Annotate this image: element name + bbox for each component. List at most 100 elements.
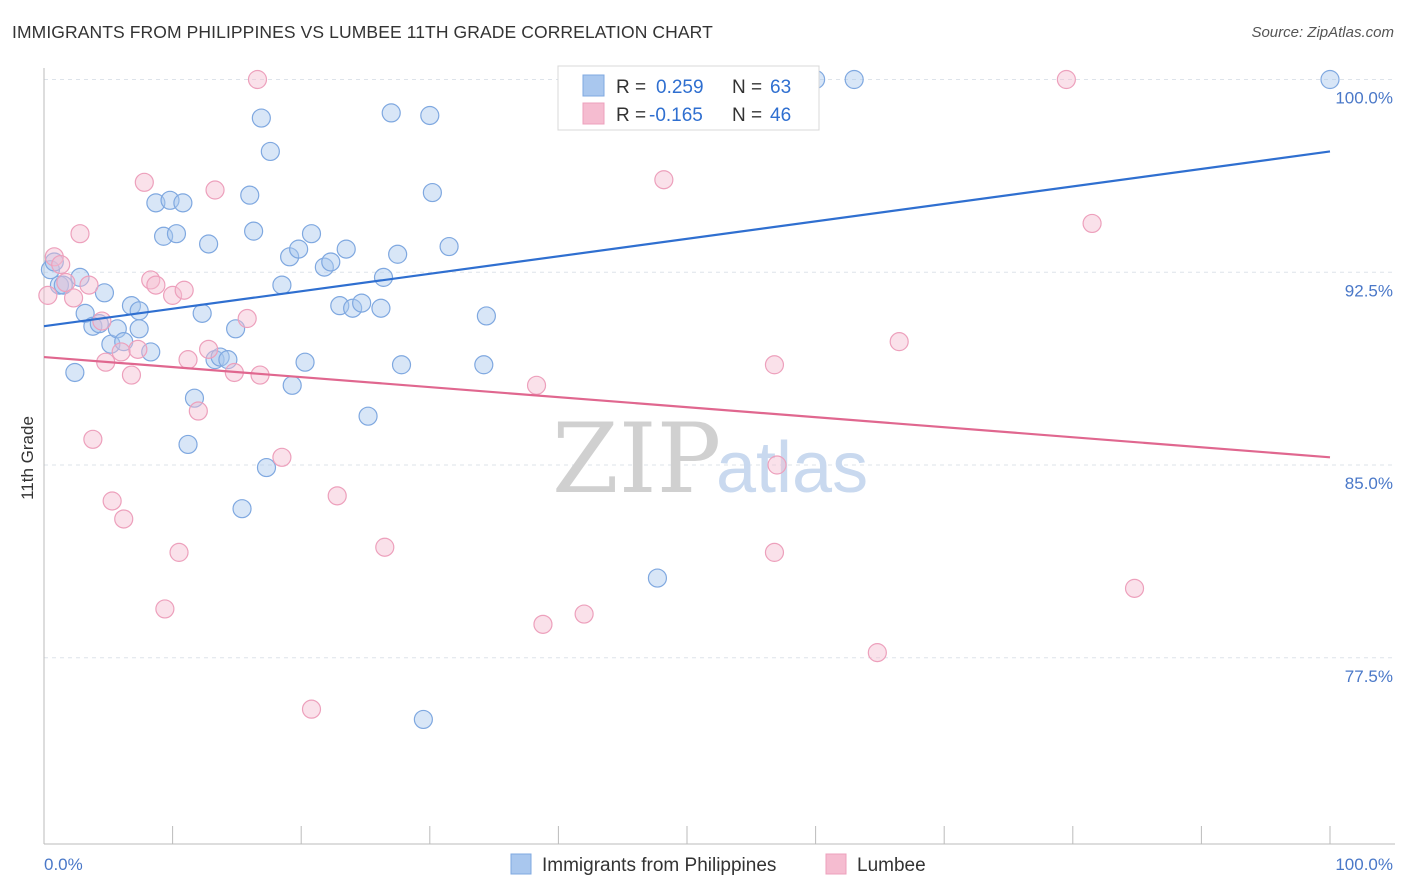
lumbee-point-31 xyxy=(301,699,322,719)
x-tick-label-max: 100.0% xyxy=(1335,855,1393,874)
lumbee-point-14 xyxy=(128,339,148,359)
philippines-point-58 xyxy=(474,355,494,375)
philippines-point-60 xyxy=(647,568,668,588)
philippines-point-49 xyxy=(371,298,391,318)
lumbee-point-16 xyxy=(141,270,161,290)
y-axis-title: 11th Grade xyxy=(18,416,37,500)
lumbee-point-12 xyxy=(114,509,134,529)
y-tick-labels: 77.5% 85.0% 92.5% 100.0% xyxy=(1335,89,1393,686)
lumbee-point-1 xyxy=(44,247,64,267)
lumbee-point-41 xyxy=(867,643,887,663)
lumbee-point-37 xyxy=(654,170,674,190)
legend-r-label-2: R = xyxy=(616,105,646,126)
philippines-point-48 xyxy=(358,406,378,426)
lumbee-point-0 xyxy=(38,285,58,305)
philippines-point-53 xyxy=(391,355,412,375)
watermark-zip: ZIP xyxy=(552,403,721,515)
philippines-point-63 xyxy=(1320,69,1340,90)
philippines-point-20 xyxy=(166,224,187,244)
trend-line-philippines xyxy=(43,150,1331,328)
philippines-point-43 xyxy=(321,252,341,272)
philippines-point-46 xyxy=(343,298,363,318)
lumbee-point-43 xyxy=(1056,69,1076,90)
philippines-point-32 xyxy=(244,221,264,241)
philippines-point-45 xyxy=(336,239,356,259)
lumbee-point-45 xyxy=(1124,578,1145,598)
bottom-legend-label-lumbee: Lumbee xyxy=(857,855,926,876)
philippines-point-9 xyxy=(94,283,115,303)
y-tick-label-1: 85.0% xyxy=(1345,474,1393,493)
philippines-point-33 xyxy=(251,108,271,128)
lumbee-point-40 xyxy=(767,455,787,475)
lumbee-point-22 xyxy=(178,350,198,370)
lumbee-point-25 xyxy=(205,180,225,200)
philippines-point-47 xyxy=(352,293,372,313)
philippines-point-27 xyxy=(210,347,230,367)
lumbee-point-42 xyxy=(889,332,909,352)
lumbee-point-23 xyxy=(188,401,208,421)
legend-n-value-2: 46 xyxy=(770,105,791,126)
y-tick-label-2: 92.5% xyxy=(1345,281,1393,300)
philippines-point-22 xyxy=(178,434,198,455)
series-philippines-points xyxy=(40,69,1340,730)
watermark-atlas: atlas xyxy=(716,428,868,508)
lumbee-point-44 xyxy=(1082,213,1102,234)
lumbee-point-15 xyxy=(134,172,154,192)
philippines-point-36 xyxy=(272,275,292,295)
axes xyxy=(43,68,1395,845)
lumbee-point-13 xyxy=(121,365,142,385)
lumbee-point-38 xyxy=(764,355,785,375)
lumbee-point-2 xyxy=(51,254,71,275)
lumbee-point-39 xyxy=(764,542,785,562)
lumbee-point-5 xyxy=(70,224,90,244)
philippines-point-25 xyxy=(199,234,219,254)
bottom-legend-swatch-lumbee xyxy=(825,853,847,875)
lumbee-point-6 xyxy=(79,275,99,295)
philippines-point-30 xyxy=(232,499,252,519)
lumbee-point-3 xyxy=(56,272,76,293)
y-tick-label-3: 100.0% xyxy=(1335,89,1393,108)
bottom-legend-swatch-philippines xyxy=(510,853,532,875)
philippines-point-52 xyxy=(388,244,408,264)
bottom-legend-label-philippines: Immigrants from Philippines xyxy=(542,855,776,876)
philippines-point-34 xyxy=(256,457,277,478)
lumbee-point-30 xyxy=(272,447,292,467)
philippines-point-50 xyxy=(373,267,394,287)
legend-n-label-2: N = xyxy=(732,105,762,126)
lumbee-point-27 xyxy=(237,308,257,329)
legend-n-label-1: N = xyxy=(732,77,762,98)
legend-r-value-2: -0.165 xyxy=(649,105,703,126)
legend-n-value-1: 63 xyxy=(770,77,791,98)
philippines-point-40 xyxy=(295,352,315,372)
y-tick-label-0: 77.5% xyxy=(1345,667,1393,686)
philippines-point-15 xyxy=(129,319,149,339)
trend-line-lumbee xyxy=(43,355,1331,459)
lumbee-point-4 xyxy=(63,288,84,308)
lumbee-point-10 xyxy=(102,491,122,511)
source-label: Source: ZipAtlas.com xyxy=(1251,24,1394,41)
philippines-point-51 xyxy=(381,103,401,123)
legend-r-label-1: R = xyxy=(616,77,646,98)
philippines-point-38 xyxy=(282,375,302,395)
philippines-point-3 xyxy=(53,275,73,295)
philippines-point-24 xyxy=(192,303,212,323)
philippines-point-35 xyxy=(260,141,280,162)
lumbee-point-36 xyxy=(574,604,594,624)
philippines-point-31 xyxy=(240,185,260,205)
lumbee-point-21 xyxy=(174,280,194,300)
philippines-point-4 xyxy=(65,362,85,383)
philippines-point-42 xyxy=(314,257,334,277)
lumbee-point-7 xyxy=(83,429,103,449)
lumbee-point-11 xyxy=(111,342,131,362)
philippines-point-55 xyxy=(420,105,440,126)
chart-title: IMMIGRANTS FROM PHILIPPINES VS LUMBEE 11… xyxy=(12,22,713,42)
lumbee-point-20 xyxy=(169,542,189,562)
legend-r-value-1: 0.259 xyxy=(656,77,704,98)
lumbee-point-35 xyxy=(533,614,553,634)
philippines-point-39 xyxy=(289,239,309,259)
lumbee-point-24 xyxy=(199,339,219,359)
bottom-legend: Immigrants from Philippines Lumbee xyxy=(510,853,926,876)
philippines-point-21 xyxy=(173,193,193,213)
philippines-point-57 xyxy=(439,236,459,257)
